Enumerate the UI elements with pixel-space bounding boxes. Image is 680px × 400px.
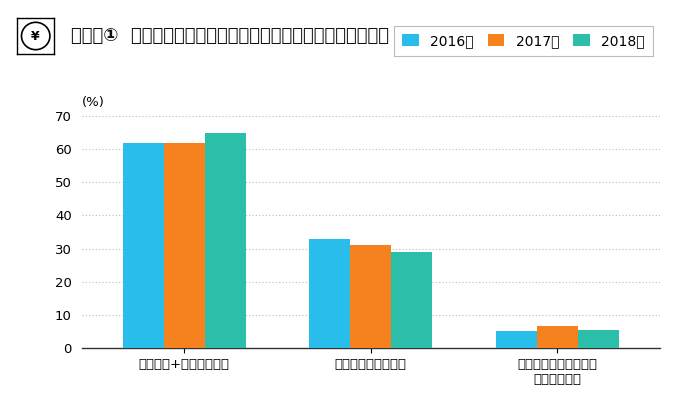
Bar <box>350 245 391 348</box>
Bar <box>122 142 164 348</box>
Bar <box>205 132 245 348</box>
Bar <box>391 252 432 348</box>
Text: ¥: ¥ <box>31 30 40 42</box>
Bar <box>577 330 619 348</box>
Bar <box>496 332 537 348</box>
Bar <box>537 326 577 348</box>
Bar <box>309 239 350 348</box>
Text: (%): (%) <box>82 96 105 109</box>
Legend: 2016年, 2017年, 2018年: 2016年, 2017年, 2018年 <box>394 26 653 56</box>
Bar <box>164 142 205 348</box>
Text: グラフ①  クルマの維持にコストがかかるようになってきている: グラフ① クルマの維持にコストがかかるようになってきている <box>71 27 390 45</box>
